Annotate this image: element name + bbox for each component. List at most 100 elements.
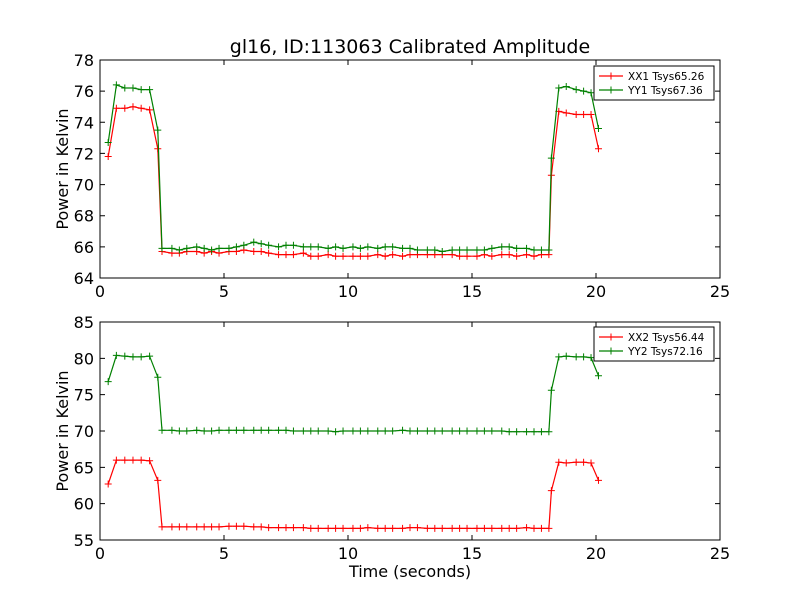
data-point [488,252,496,260]
data-point [307,252,315,260]
data-point [381,252,389,260]
data-point [332,524,340,532]
data-point [572,458,580,466]
data-point [349,252,357,260]
data-point [275,426,283,434]
data-point [257,523,265,531]
data-point [299,249,307,257]
x-tick-label: 15 [462,544,482,563]
data-point [399,426,407,434]
y-tick-label: 60 [74,495,94,514]
data-point [389,524,397,532]
x-tick-label: 15 [462,282,482,301]
y-tick-label: 75 [74,386,94,405]
data-point [121,84,129,92]
data-point [594,145,602,153]
data-point [257,240,265,248]
data-point [168,426,176,434]
data-point [129,456,137,464]
data-point [423,246,431,254]
data-point [289,427,297,435]
data-point [299,427,307,435]
data-point [498,251,506,259]
data-point [250,238,258,246]
data-point [175,523,183,531]
data-point [594,372,602,380]
data-point [505,428,513,436]
data-point [545,428,553,436]
data-point [314,252,322,260]
data-point [146,352,154,360]
data-point [374,251,382,259]
data-point [399,524,407,532]
data-point [137,86,145,94]
y-tick-label: 72 [74,144,94,163]
data-point [580,353,588,361]
data-point [154,476,162,484]
data-point [193,243,201,251]
data-point [562,459,570,467]
data-point [389,427,397,435]
data-point [513,252,521,260]
data-point [339,427,347,435]
plot-frame [99,59,721,279]
data-point [332,243,340,251]
data-point [289,241,297,249]
data-point [240,426,248,434]
data-point [364,427,372,435]
legend-label: YY1 Tsys67.36 [627,85,703,97]
data-point [175,246,183,254]
data-point [324,427,332,435]
data-point [448,427,456,435]
y-tick-label: 78 [74,51,94,70]
data-point [208,427,216,435]
data-point [381,524,389,532]
y-tick-label: 70 [74,176,94,195]
data-point [339,252,347,260]
data-point [112,351,120,359]
data-point [121,104,129,112]
data-point [473,252,481,260]
data-point [232,243,240,251]
data-point [265,249,273,257]
data-point [356,252,364,260]
data-point [349,243,357,251]
data-point [513,244,521,252]
data-point [580,87,588,95]
data-point [406,524,414,532]
data-point [129,353,137,361]
data-point [463,524,471,532]
data-point [562,352,570,360]
data-point [423,427,431,435]
data-point [374,427,382,435]
data-point [200,244,208,252]
data-point [121,352,129,360]
data-point [215,426,223,434]
legend-label: XX2 Tsys56.44 [628,332,705,344]
data-point [406,244,414,252]
data-point [537,246,545,254]
y-tick-label: 64 [74,269,94,288]
data-point [356,427,364,435]
data-point [307,243,315,251]
data-point [438,248,446,256]
data-point [158,426,166,434]
data-point [314,427,322,435]
data-point [413,524,421,532]
data-point [406,427,414,435]
x-tick-label: 25 [710,282,730,301]
data-point [473,524,481,532]
data-point [562,109,570,117]
data-point [456,524,464,532]
data-point [299,524,307,532]
data-point [438,524,446,532]
data-point [137,456,145,464]
data-point [356,524,364,532]
data-point [282,524,290,532]
data-point [473,246,481,254]
series-1 [104,103,602,260]
bottom-plot: 0 5 10 15 20 25 55 60 65 70 75 80 85 Power in Kelvin T… [53,313,730,581]
series-1 [104,456,602,532]
data-point [324,244,332,252]
